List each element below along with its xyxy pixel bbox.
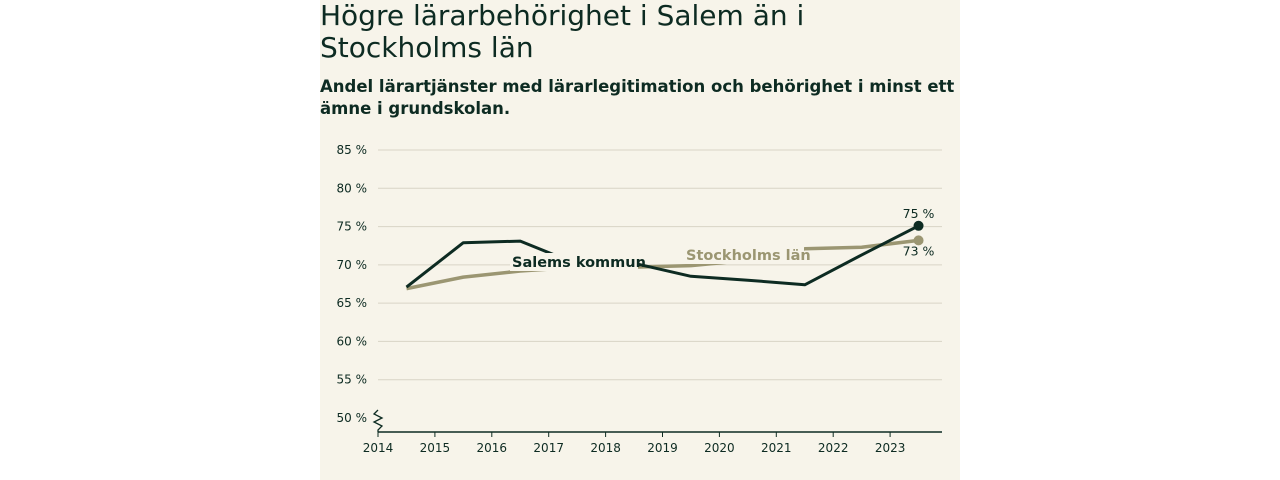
x-tick-label: 2021 [761, 441, 792, 455]
y-tick-label: 50 % [337, 411, 368, 425]
y-tick-label: 60 % [337, 334, 368, 348]
y-tick-label: 75 % [337, 220, 368, 234]
x-tick-label: 2015 [420, 441, 451, 455]
x-tick-label: 2014 [363, 441, 394, 455]
line-chart: 50 % 55 % 60 % 65 % 70 % 75 % 80 % 85 % 2014 2015… [337, 143, 942, 455]
x-tick-label: 2016 [477, 441, 508, 455]
x-tick-label: 2022 [818, 441, 849, 455]
y-tick-label: 80 % [337, 181, 368, 195]
chart-panel: Högre lärarbehörighet i Salem än i Stock… [320, 0, 960, 480]
stockholm-series-label-bg [684, 246, 804, 264]
chart-title: Högre lärarbehörighet i Salem än i Stock… [320, 0, 805, 64]
stockholm-series-line [406, 238, 919, 291]
x-tick-label: 2018 [590, 441, 621, 455]
axis-break-icon [372, 409, 384, 432]
salem-series-label-bg [510, 253, 638, 271]
salem-end-label: 75 % [903, 206, 935, 221]
stockholm-series-label: Stockholms län [686, 248, 811, 264]
salem-series-line [405, 224, 920, 289]
chart-subtitle: Andel lärartjänster med lärarlegitimatio… [320, 77, 955, 118]
x-tick-label: 2020 [704, 441, 735, 455]
salem-series-label: Salems kommun [512, 255, 646, 271]
stockholm-end-point [913, 235, 924, 246]
x-tick-label: 2019 [647, 441, 678, 455]
salem-end-point [913, 220, 924, 231]
x-tick-label: 2023 [875, 441, 906, 455]
x-tick-label: 2017 [533, 441, 564, 455]
y-tick-label: 55 % [337, 373, 368, 387]
y-tick-label: 85 % [337, 143, 368, 157]
stockholm-end-label: 73 % [903, 243, 935, 258]
y-tick-label: 70 % [337, 258, 368, 272]
y-tick-label: 65 % [337, 296, 368, 310]
